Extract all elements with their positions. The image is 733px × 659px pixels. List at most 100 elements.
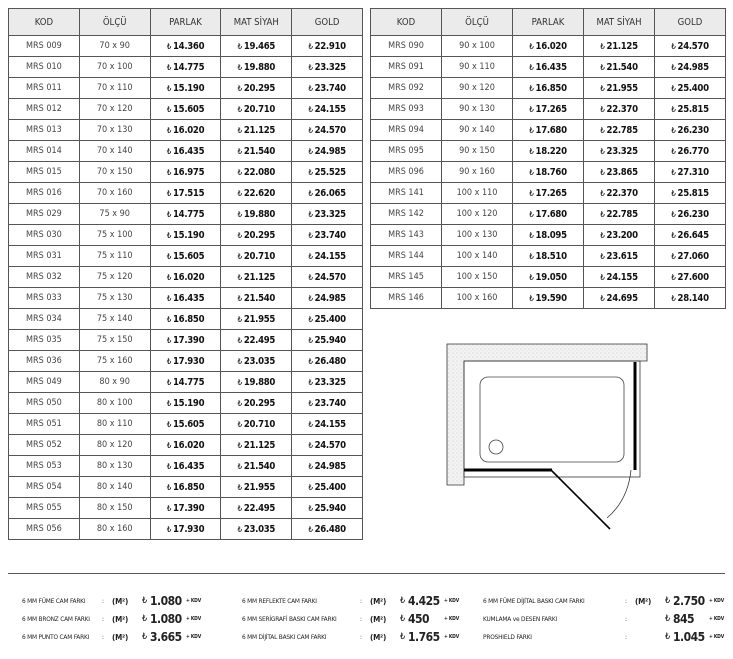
colon: : <box>625 633 627 641</box>
column-header: PARLAK <box>512 8 584 36</box>
lira-icon: ₺ <box>166 230 172 240</box>
lira-icon: ₺ <box>600 83 605 93</box>
fee-value: 845 <box>672 612 695 626</box>
table-row: MRS 141 100 x 110 ₺ 17.265 ₺ 22.370 ₺ 25.815 <box>370 182 726 204</box>
lira-icon: ₺ <box>671 293 676 303</box>
price-cell: ₺ 24.985 <box>291 140 363 162</box>
fee-label: 6 MM PUNTO CAM FARKI <box>22 633 90 641</box>
lira-icon: ₺ <box>237 188 243 198</box>
price-value: 14.775 <box>173 376 205 388</box>
lira-icon: ₺ <box>400 632 405 642</box>
lira-icon: ₺ <box>166 461 172 471</box>
lira-icon: ₺ <box>237 356 243 366</box>
price-value: 23.325 <box>314 208 346 220</box>
lira-icon: ₺ <box>600 209 605 219</box>
lira-icon: ₺ <box>308 230 313 240</box>
price-value: 17.390 <box>173 334 205 346</box>
price-value: 18.095 <box>535 229 567 241</box>
lira-icon: ₺ <box>237 167 243 177</box>
lira-icon: ₺ <box>308 335 313 345</box>
lira-icon: ₺ <box>671 41 676 51</box>
price-value: 18.220 <box>535 145 567 157</box>
table-row: MRS 095 90 x 150 ₺ 18.220 ₺ 23.325 ₺ 26.770 <box>370 140 726 162</box>
lira-icon: ₺ <box>166 524 172 534</box>
lira-icon: ₺ <box>166 503 172 513</box>
lira-icon: ₺ <box>237 272 243 282</box>
price-value: 23.325 <box>314 376 346 388</box>
lira-icon: ₺ <box>308 440 313 450</box>
fee-value: 450 <box>407 612 430 626</box>
price-value: 24.570 <box>677 40 709 52</box>
price-value: 20.710 <box>243 418 276 430</box>
fee-item: 6 MM FÜME CAM FARKI: (M²) ₺ 1.080 + KDV <box>22 592 201 610</box>
price-value: 16.850 <box>173 481 205 493</box>
lira-icon: ₺ <box>166 167 172 177</box>
unit: (M²) <box>112 614 129 624</box>
lira-icon: ₺ <box>237 41 243 51</box>
lira-icon: ₺ <box>308 209 313 219</box>
price-value: 23.740 <box>314 82 346 94</box>
fee-item: 6 MM REFLEKTE CAM FARKI: (M²) ₺ 4.425 + KDV <box>242 592 459 610</box>
lira-icon: ₺ <box>308 104 313 114</box>
fee-value: 3.665 <box>149 630 182 644</box>
price-value: 14.775 <box>173 61 205 73</box>
tax-note: + KDV <box>443 598 459 604</box>
price-value: 21.125 <box>243 271 276 283</box>
lira-icon: ₺ <box>308 356 313 366</box>
lira-icon: ₺ <box>600 272 605 282</box>
fee-value: 1.080 <box>149 612 182 626</box>
lira-icon: ₺ <box>237 377 243 387</box>
table-row: MRS 032 75 x 120 ₺ 16.020 ₺ 21.125 ₺ 24.570 <box>8 266 363 288</box>
price-value: 24.155 <box>314 103 346 115</box>
price-value: 19.880 <box>243 376 276 388</box>
price-value: 24.985 <box>677 61 709 73</box>
lira-icon: ₺ <box>237 524 243 534</box>
fee-label: KUMLAMA ve DESEN FARKI <box>483 615 558 623</box>
lira-icon: ₺ <box>166 293 172 303</box>
lira-icon: ₺ <box>237 146 243 156</box>
column-header: GOLD <box>654 8 726 36</box>
price-cell: ₺ 25.940 <box>291 497 363 519</box>
fee-label: 6 MM BRONZ CAM FARKI <box>22 615 90 623</box>
fee-item: KUMLAMA ve DESEN FARKI: ₺ 845 + KDV <box>483 610 724 628</box>
lira-icon: ₺ <box>308 314 313 324</box>
lira-icon: ₺ <box>400 596 405 606</box>
column-header: MAT SİYAH <box>220 8 293 36</box>
price-value: 17.265 <box>535 103 567 115</box>
price-value: 25.815 <box>677 103 709 115</box>
table-row: MRS 145 100 x 150 ₺ 19.050 ₺ 24.155 ₺ 27.600 <box>370 266 726 288</box>
price-value: 16.435 <box>173 292 205 304</box>
lira-icon: ₺ <box>671 146 676 156</box>
price-cell: ₺ 24.570 <box>291 266 363 288</box>
price-value: 22.620 <box>243 187 276 199</box>
price-value: 24.155 <box>314 250 346 262</box>
fee-label: 6 MM DİJİTAL BASKI CAM FARKI <box>242 633 327 641</box>
lira-icon: ₺ <box>529 251 534 261</box>
price-value: 21.125 <box>606 40 638 52</box>
price-value: 22.370 <box>606 187 638 199</box>
fee-label: 6 MM FÜME DİJİTAL BASKI CAM FARKI <box>483 597 585 605</box>
price-value: 24.570 <box>314 124 346 136</box>
fee-item: PROSHIELD FARKI: ₺ 1.045 + KDV <box>483 628 724 646</box>
lira-icon: ₺ <box>166 377 172 387</box>
lira-icon: ₺ <box>237 230 243 240</box>
price-value: 26.645 <box>677 229 709 241</box>
lira-icon: ₺ <box>237 209 243 219</box>
lira-icon: ₺ <box>166 125 172 135</box>
lira-icon: ₺ <box>308 251 313 261</box>
price-value: 22.785 <box>606 124 638 136</box>
lira-icon: ₺ <box>400 614 405 624</box>
fees-col-0: 6 MM FÜME CAM FARKI: (M²) ₺ 1.080 + KDV 6 MM … <box>22 592 201 646</box>
table-row: MRS 146 100 x 160 ₺ 19.590 ₺ 24.695 ₺ 28.140 <box>370 287 726 309</box>
lira-icon: ₺ <box>166 83 172 93</box>
column-header: MAT SİYAH <box>583 8 655 36</box>
price-value: 24.985 <box>314 460 346 472</box>
lira-icon: ₺ <box>600 230 605 240</box>
price-cell: ₺ 23.865 <box>583 161 655 183</box>
table-row: MRS 052 80 x 120 ₺ 16.020 ₺ 21.125 ₺ 24.570 <box>8 434 363 456</box>
lira-icon: ₺ <box>237 398 243 408</box>
table-row: MRS 012 70 x 120 ₺ 15.605 ₺ 20.710 ₺ 24.155 <box>8 98 363 120</box>
lira-icon: ₺ <box>529 83 534 93</box>
price-value: 23.865 <box>606 166 638 178</box>
price-value: 16.435 <box>535 61 567 73</box>
